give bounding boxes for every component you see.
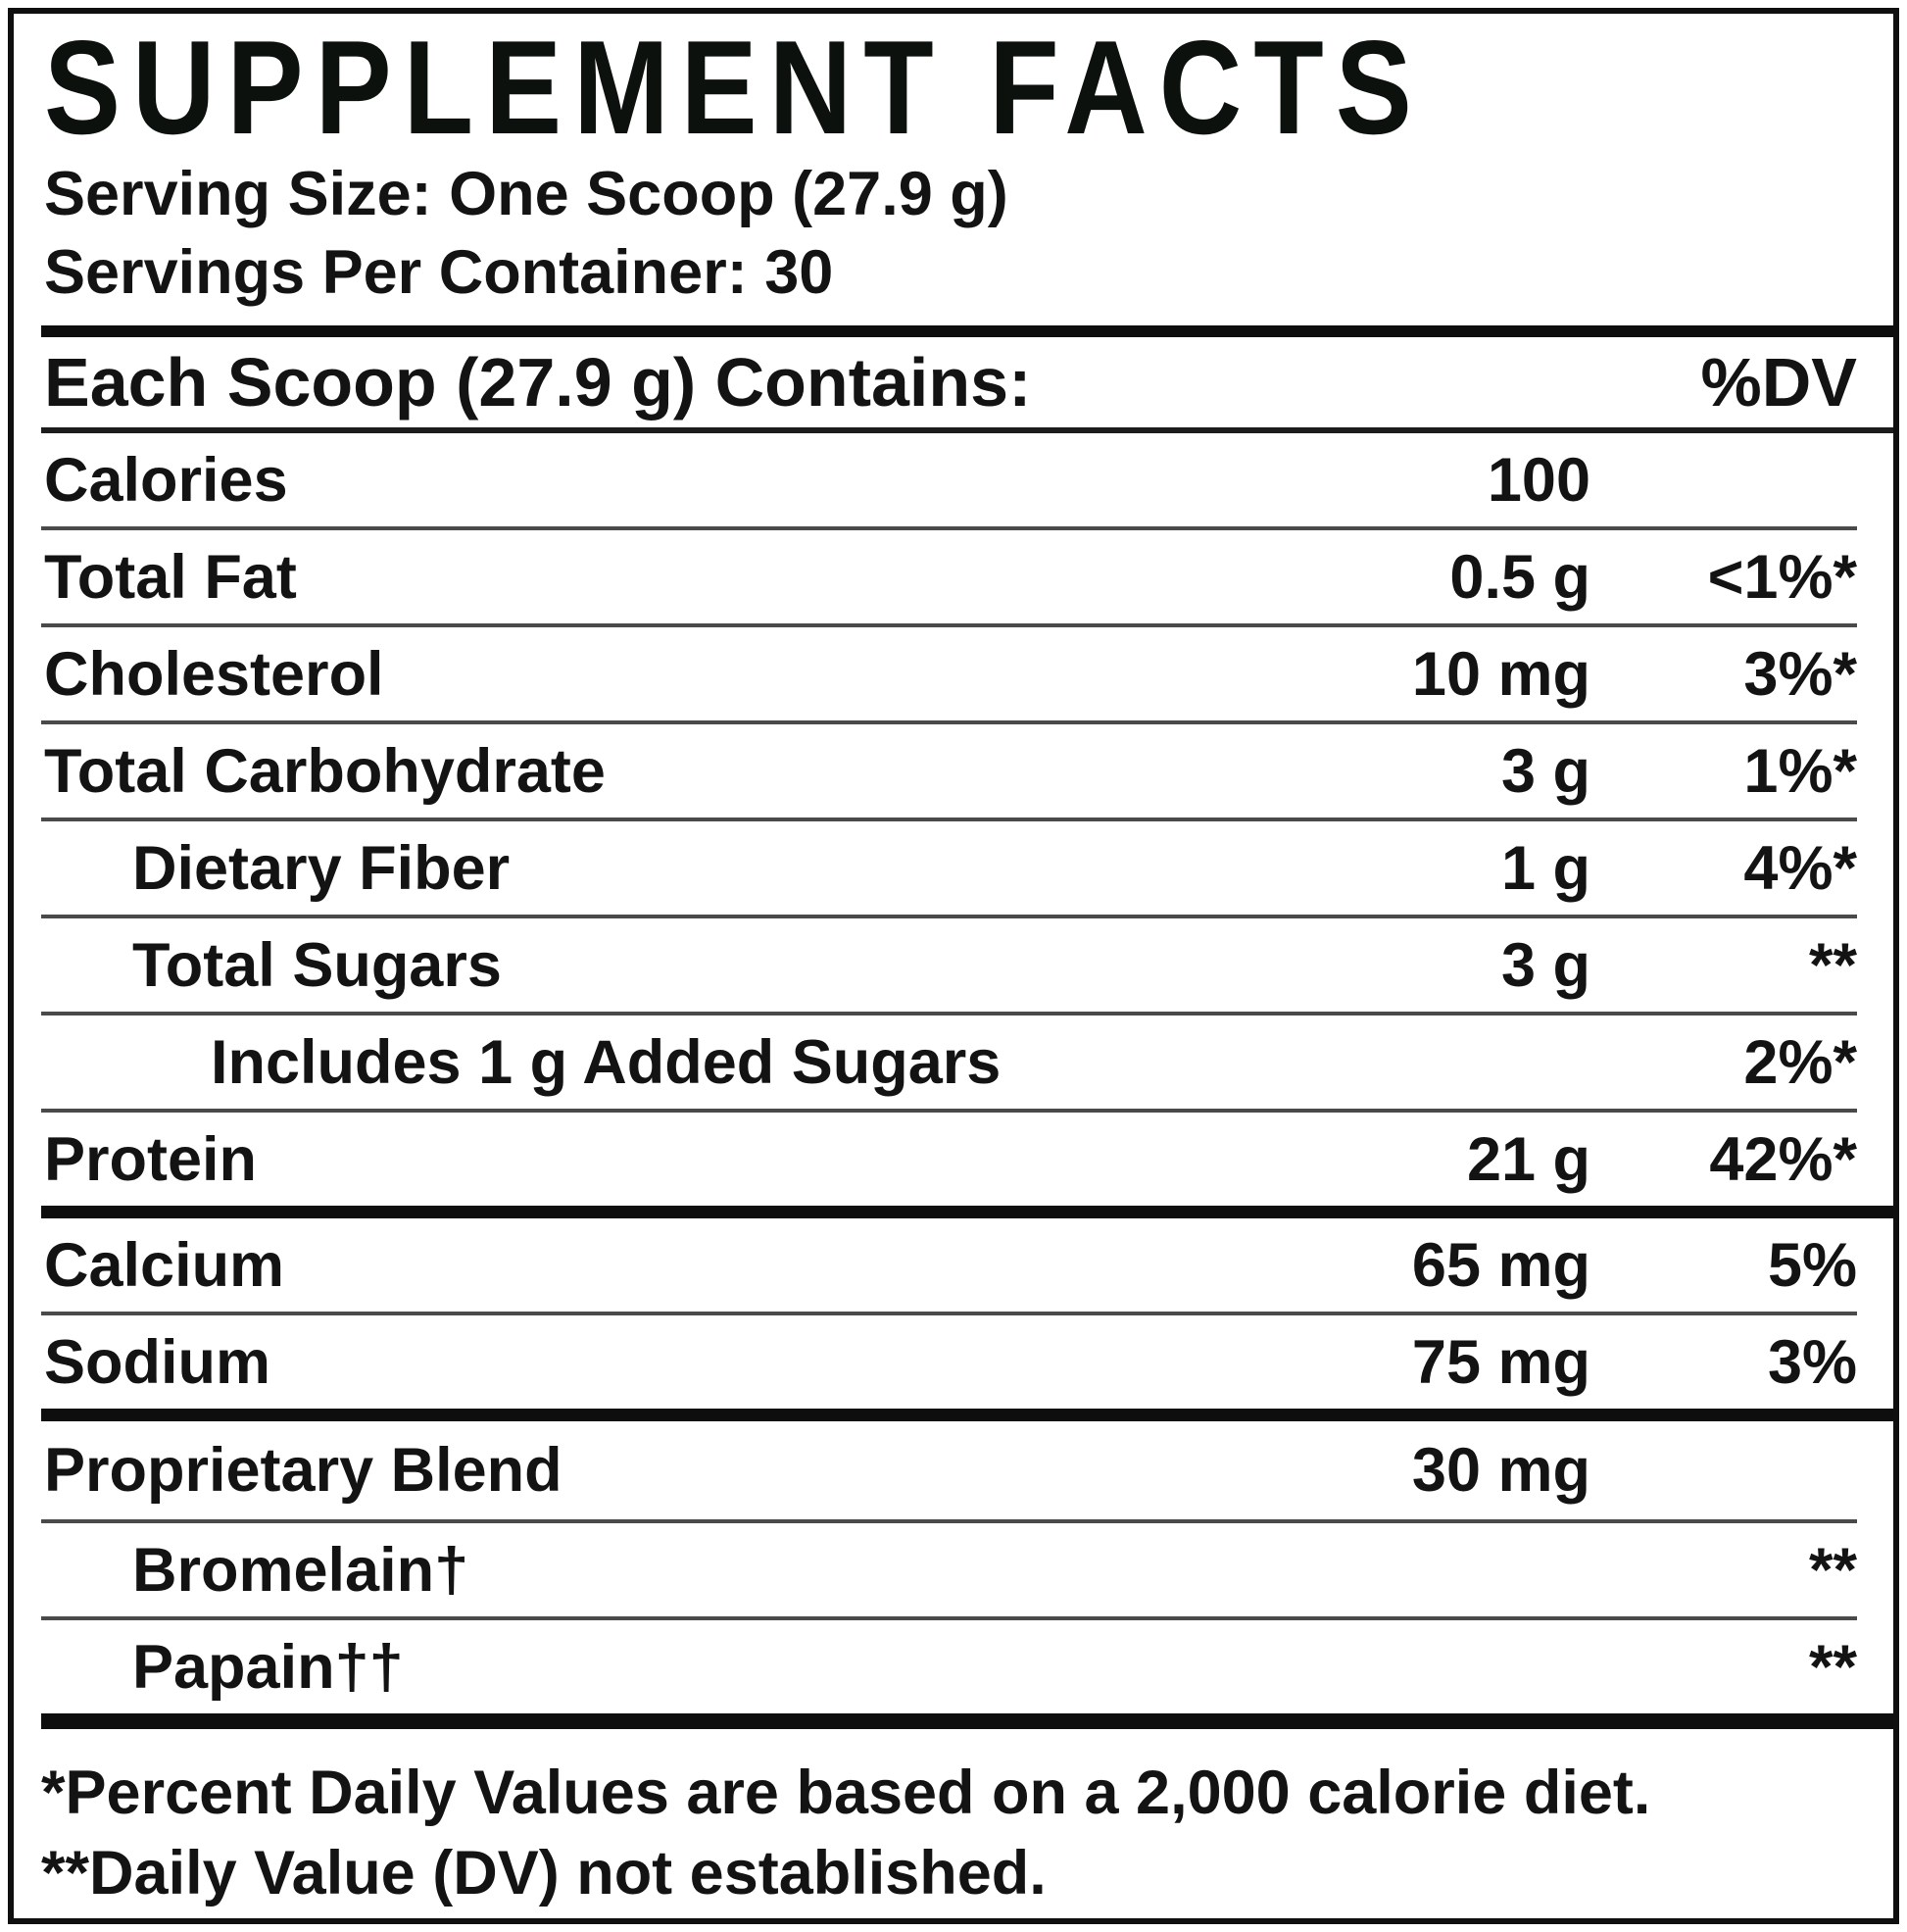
row-divider — [41, 915, 1857, 918]
row-divider — [41, 623, 1857, 627]
nutrient-dv: 5% — [1767, 1230, 1857, 1300]
nutrient-label: Cholesterol — [44, 639, 384, 709]
nutrient-label: Bromelain† — [132, 1535, 469, 1605]
table-row: Calcium 65 mg 5% — [14, 1218, 1893, 1312]
header-rule — [41, 427, 1893, 433]
nutrient-amount: 1 g — [1500, 833, 1590, 903]
table-header-label: Each Scoop (27.9 g) Contains: — [44, 344, 1032, 421]
nutrient-amount: 100 — [1487, 445, 1590, 515]
nutrient-label: Protein — [44, 1124, 258, 1194]
row-divider — [41, 1519, 1857, 1523]
servings-per-container-line: Servings Per Container: 30 — [44, 238, 834, 307]
table-row: Sodium 75 mg 3% — [14, 1315, 1893, 1409]
row-divider — [41, 1312, 1857, 1315]
nutrient-label: Total Sugars — [132, 930, 502, 1000]
nutrient-label: Includes 1 g Added Sugars — [211, 1027, 1002, 1097]
nutrient-amount: 21 g — [1466, 1124, 1590, 1194]
footnote-daily-values: *Percent Daily Values are based on a 2,0… — [41, 1759, 1651, 1827]
section-divider — [41, 1713, 1893, 1729]
nutrient-dv: ** — [1808, 1632, 1857, 1702]
row-divider — [41, 1109, 1857, 1113]
table-header-row: Each Scoop (27.9 g) Contains: %DV — [14, 337, 1893, 427]
row-divider — [41, 1616, 1857, 1620]
row-divider — [41, 720, 1857, 724]
nutrient-dv: 4%* — [1743, 833, 1857, 903]
nutrient-label: Total Fat — [44, 542, 297, 612]
panel-title: SUPPLEMENT FACTS — [44, 13, 1424, 162]
nutrient-dv: 1%* — [1743, 736, 1857, 806]
nutrient-label: Calcium — [44, 1230, 285, 1300]
row-divider — [41, 1012, 1857, 1016]
nutrient-amount: 10 mg — [1411, 639, 1590, 709]
nutrient-dv: 3%* — [1743, 639, 1857, 709]
table-row: Total Carbohydrate 3 g 1%* — [14, 724, 1893, 817]
nutrient-amount: 0.5 g — [1449, 542, 1590, 612]
footnote-dv-not-established: **Daily Value (DV) not established. — [41, 1839, 1047, 1907]
nutrient-label: Calories — [44, 445, 288, 515]
nutrient-label: Dietary Fiber — [132, 833, 511, 903]
nutrient-amount: 75 mg — [1411, 1327, 1590, 1397]
nutrient-amount: 30 mg — [1411, 1436, 1590, 1505]
nutrient-dv: 42%* — [1709, 1124, 1857, 1194]
nutrient-dv: 2%* — [1743, 1027, 1857, 1097]
panel-content: SUPPLEMENT FACTS Serving Size: One Scoop… — [14, 14, 1893, 1913]
nutrient-label: Sodium — [44, 1327, 270, 1397]
nutrient-dv: ** — [1808, 1535, 1857, 1605]
table-row: Proprietary Blend 30 mg — [14, 1421, 1893, 1519]
nutrient-amount: 3 g — [1500, 930, 1590, 1000]
table-row: Total Fat 0.5 g <1%* — [14, 530, 1893, 623]
table-row: Cholesterol 10 mg 3%* — [14, 627, 1893, 720]
section-divider — [41, 1206, 1893, 1218]
section-divider — [41, 1409, 1893, 1421]
table-row: Dietary Fiber 1 g 4%* — [14, 821, 1893, 915]
nutrient-dv: ** — [1808, 930, 1857, 1000]
section-divider — [41, 325, 1893, 337]
nutrient-dv: 3% — [1767, 1327, 1857, 1397]
table-row: Includes 1 g Added Sugars 2%* — [14, 1016, 1893, 1109]
nutrient-label: Papain†† — [132, 1632, 404, 1702]
row-divider — [41, 817, 1857, 821]
nutrient-label: Proprietary Blend — [44, 1436, 562, 1505]
nutrient-amount: 3 g — [1500, 736, 1590, 806]
nutrient-amount: 65 mg — [1411, 1230, 1590, 1300]
table-row: Calories 100 — [14, 433, 1893, 526]
table-row: Total Sugars 3 g ** — [14, 918, 1893, 1012]
table-row: Papain†† ** — [14, 1620, 1893, 1713]
dv-column-header: %DV — [1700, 344, 1857, 421]
table-row: Bromelain† ** — [14, 1523, 1893, 1616]
table-row: Protein 21 g 42%* — [14, 1113, 1893, 1206]
nutrient-label: Total Carbohydrate — [44, 736, 606, 806]
row-divider — [41, 526, 1857, 530]
serving-size-line: Serving Size: One Scoop (27.9 g) — [44, 160, 1008, 228]
nutrient-dv: <1%* — [1707, 542, 1857, 612]
